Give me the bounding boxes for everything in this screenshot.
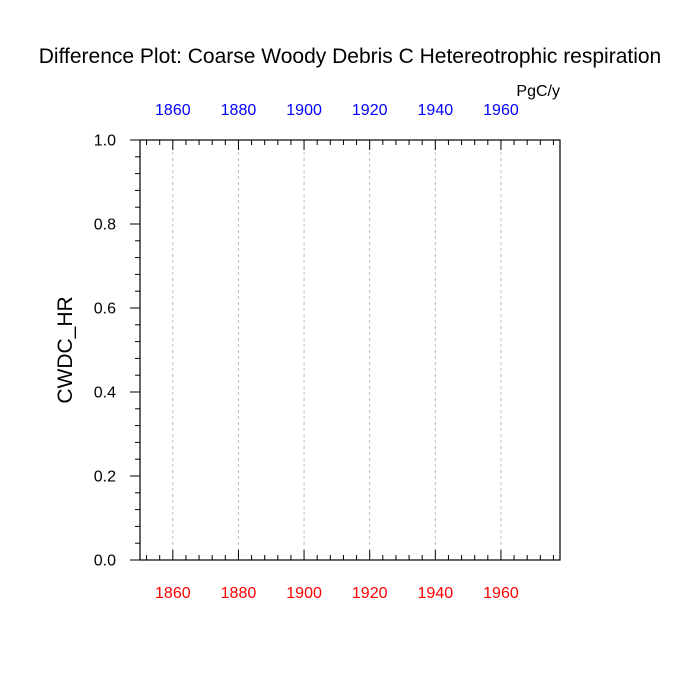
y-tick-label: 0.2 bbox=[94, 469, 116, 486]
x-tick-label-bottom: 1960 bbox=[483, 585, 519, 602]
x-tick-label-bottom: 1900 bbox=[286, 585, 322, 602]
top-x-tick-labels: 1860 1880 1900 1920 1940 1960 bbox=[155, 102, 519, 119]
y-tick-label: 0.4 bbox=[94, 385, 116, 402]
grid-lines bbox=[172, 140, 502, 560]
minor-ticks bbox=[135, 140, 554, 560]
x-tick-label-bottom: 1920 bbox=[352, 585, 388, 602]
x-tick-label-top: 1920 bbox=[352, 102, 388, 119]
x-tick-label-bottom: 1860 bbox=[155, 585, 191, 602]
y-tick-label: 0.8 bbox=[94, 217, 116, 234]
x-tick-label-top: 1880 bbox=[221, 102, 257, 119]
x-tick-label-bottom: 1940 bbox=[418, 585, 454, 602]
x-tick-label-top: 1940 bbox=[418, 102, 454, 119]
y-tick-labels: 0.0 0.2 0.4 0.6 0.8 1.0 bbox=[94, 133, 116, 570]
chart-title: Difference Plot: Coarse Woody Debris C H… bbox=[39, 45, 662, 68]
bottom-x-tick-labels: 1860 1880 1900 1920 1940 1960 bbox=[155, 585, 519, 602]
x-tick-label-top: 1900 bbox=[286, 102, 322, 119]
y-tick-label: 0.6 bbox=[94, 301, 116, 318]
plot-frame bbox=[139, 139, 561, 561]
units-label: PgC/y bbox=[516, 83, 560, 100]
y-axis-label: CWDC_HR bbox=[54, 296, 77, 403]
x-tick-label-top: 1960 bbox=[483, 102, 519, 119]
x-tick-label-bottom: 1880 bbox=[221, 585, 257, 602]
y-tick-label: 1.0 bbox=[94, 133, 116, 150]
y-tick-label: 0.0 bbox=[94, 553, 116, 570]
x-tick-label-top: 1860 bbox=[155, 102, 191, 119]
major-ticks bbox=[130, 139, 502, 561]
